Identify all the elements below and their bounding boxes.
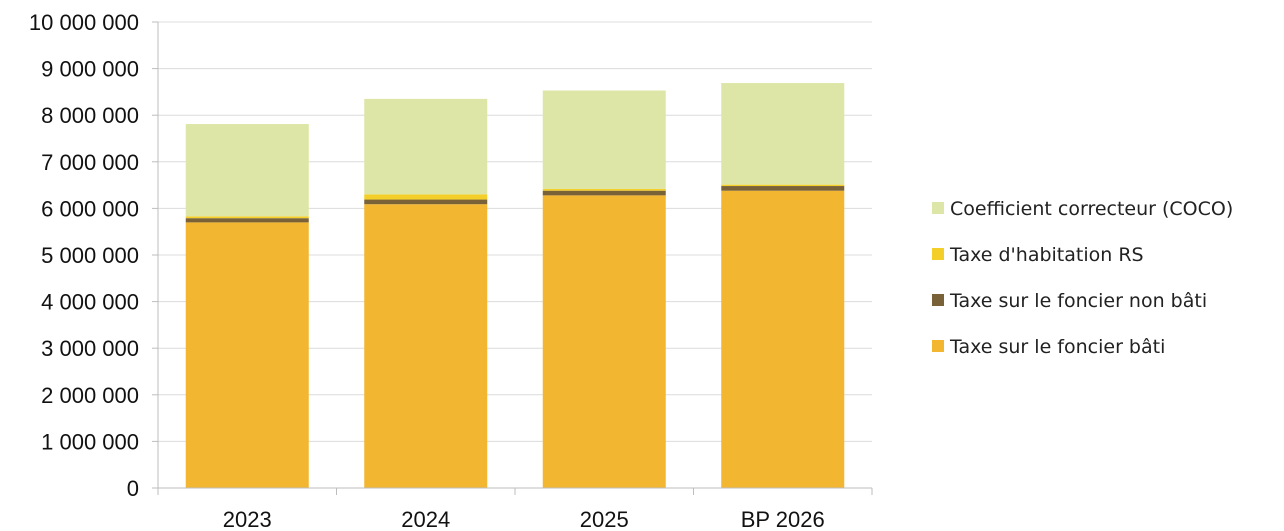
x-axis: 2023 2024 2025 BP 2026: [157, 487, 873, 531]
legend-label: Taxe sur le foncier non bâti: [949, 290, 1207, 312]
legend-swatch: [932, 202, 944, 214]
legend-label: Taxe sur le foncier bâti: [949, 336, 1165, 358]
y-tick-label: 6 000 000: [41, 196, 139, 221]
legend-swatch: [932, 248, 944, 260]
legend-label: Coefficient correcteur (COCO): [950, 198, 1233, 220]
bar-segment-2025-series-2: [542, 188, 666, 191]
y-tick-label: 5 000 000: [41, 243, 139, 268]
bar-segment-2024-series-2: [364, 194, 488, 200]
y-axis: 0 1 000 000 2 000 000 3 000 000 4 000 000 5 0…: [29, 10, 159, 501]
bars: [185, 83, 845, 489]
y-tick-label: 8 000 000: [41, 103, 139, 128]
bar-segment-bp-2026-series-1: [721, 186, 845, 191]
bar-segment-2023-series-0: [185, 222, 309, 488]
bar-segment-bp-2026-series-3: [721, 83, 845, 185]
y-tick-label: 3 000 000: [41, 336, 139, 361]
bar-segment-2024-series-0: [364, 204, 488, 488]
bar-segment-2023-series-2: [185, 216, 309, 219]
x-tick-label: 2023: [223, 507, 272, 531]
y-tick-label: 2 000 000: [41, 383, 139, 408]
legend-label: Taxe d'habitation RS: [949, 244, 1144, 266]
y-tick-label: 0: [127, 476, 139, 501]
legend-swatch: [932, 294, 944, 306]
y-tick-label: 10 000 000: [29, 10, 139, 35]
x-tick-label: BP 2026: [741, 507, 825, 531]
y-tick-label: 4 000 000: [41, 290, 139, 315]
bar-segment-2025-series-3: [542, 90, 666, 189]
bar-segment-2023-series-1: [185, 218, 309, 223]
bar-segment-2024-series-1: [364, 199, 488, 205]
y-tick-label: 1 000 000: [41, 429, 139, 454]
bar-segment-bp-2026-series-0: [721, 190, 845, 488]
y-tick-label: 9 000 000: [41, 57, 139, 82]
legend: Coefficient correcteur (COCO) Taxe d'habi…: [932, 198, 1233, 358]
legend-swatch: [932, 340, 944, 352]
y-tick-label: 7 000 000: [41, 150, 139, 175]
bar-segment-2025-series-0: [542, 195, 666, 489]
bar-segment-2025-series-1: [542, 190, 666, 196]
bar-segment-bp-2026-series-2: [721, 184, 845, 187]
x-tick-label: 2024: [401, 507, 450, 531]
bar-segment-2023-series-3: [185, 124, 309, 217]
x-tick-label: 2025: [580, 507, 629, 531]
bar-segment-2024-series-3: [364, 98, 488, 195]
